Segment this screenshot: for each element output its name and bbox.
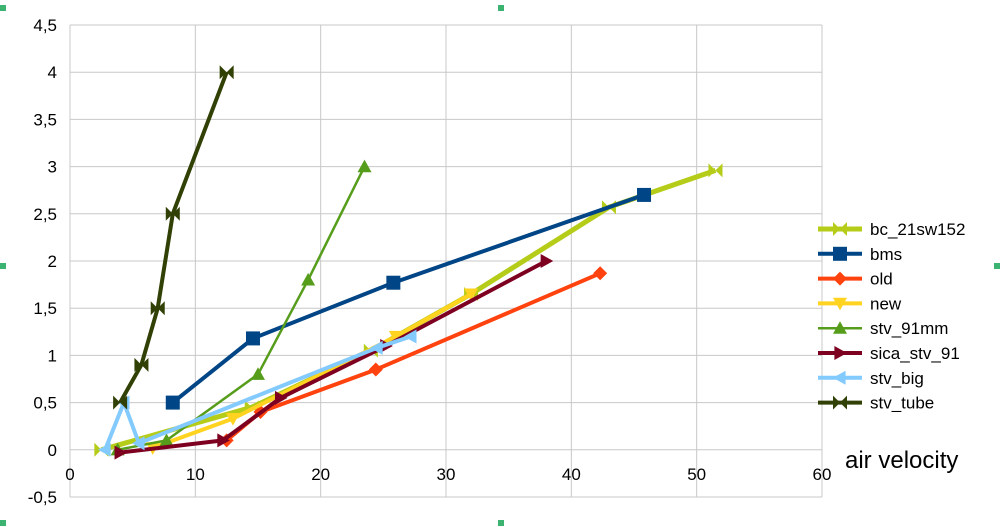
series-bc_21sw152 xyxy=(94,163,723,457)
selection-handle[interactable] xyxy=(0,5,6,11)
data-point xyxy=(225,413,240,426)
x-tick-label: 30 xyxy=(437,465,456,484)
x-tick-label: 10 xyxy=(186,465,205,484)
selection-handle[interactable] xyxy=(0,520,6,526)
legend-item: new xyxy=(818,294,902,313)
data-point xyxy=(165,206,180,221)
y-tick-label: 2,5 xyxy=(33,205,57,224)
legend-item: stv_tube xyxy=(818,394,934,413)
y-tick-label: -0,5 xyxy=(28,488,57,507)
x-tick-label: 40 xyxy=(562,465,581,484)
data-point xyxy=(540,254,554,268)
legend-marker xyxy=(833,321,847,334)
data-point xyxy=(388,330,403,344)
legend-label: old xyxy=(870,270,893,289)
data-point xyxy=(403,329,417,344)
data-point xyxy=(357,159,372,173)
data-point xyxy=(98,442,111,457)
legend-marker xyxy=(833,222,847,236)
legend-item: old xyxy=(818,270,893,289)
selection-handle[interactable] xyxy=(0,263,6,269)
legend-marker xyxy=(833,271,847,286)
series-line xyxy=(225,271,601,442)
data-point xyxy=(368,362,383,377)
legend-marker xyxy=(833,395,847,410)
data-point xyxy=(134,357,149,372)
data-point xyxy=(219,65,234,80)
data-point xyxy=(274,390,288,405)
y-tick-label: 2 xyxy=(48,252,57,271)
data-point xyxy=(708,163,723,178)
data-point xyxy=(113,395,128,410)
series-stv_tube xyxy=(113,65,234,410)
x-tick-label: 20 xyxy=(311,465,330,484)
data-point xyxy=(159,433,174,446)
legend-item: stv_big xyxy=(818,369,924,388)
x-tick-label: 50 xyxy=(687,465,706,484)
data-point xyxy=(301,272,316,286)
legend-label: sica_stv_91 xyxy=(870,344,960,363)
selection-handle[interactable] xyxy=(498,5,504,11)
legend-label: new xyxy=(870,294,902,313)
data-point xyxy=(593,266,608,281)
data-point xyxy=(165,395,180,410)
series-old xyxy=(219,266,608,448)
legend-marker xyxy=(834,346,847,360)
legend-marker xyxy=(833,370,846,385)
y-tick-label: 4 xyxy=(48,63,57,82)
data-point xyxy=(114,445,128,460)
data-point xyxy=(637,187,652,202)
series-new xyxy=(145,288,479,455)
x-tick-label: 0 xyxy=(65,465,74,484)
series-lines xyxy=(94,65,723,460)
data-point xyxy=(131,436,145,451)
data-point xyxy=(217,433,230,448)
y-tick-label: 3 xyxy=(48,158,57,177)
series-line xyxy=(118,71,229,404)
data-point xyxy=(464,288,479,302)
y-tick-label: 0 xyxy=(48,441,57,460)
y-tick-label: 4,5 xyxy=(33,16,57,35)
legend-label: bc_21sw152 xyxy=(870,220,965,239)
series-bms xyxy=(165,187,652,410)
legend-item: stv_91mm xyxy=(818,319,948,338)
x-axis-title: air velocity xyxy=(845,447,958,474)
y-tick-labels: 4,5 4 3,5 3 2,5 2 1,5 1 0,5 0 -0,5 xyxy=(28,16,57,507)
y-tick-label: 1 xyxy=(48,346,57,365)
data-point xyxy=(370,340,383,355)
legend-item: sica_stv_91 xyxy=(818,344,960,363)
data-point xyxy=(386,275,401,290)
selection-handles xyxy=(0,5,1000,526)
legend-label: stv_big xyxy=(870,369,924,388)
legend-item: bc_21sw152 xyxy=(818,220,965,239)
y-tick-label: 0,5 xyxy=(33,394,57,413)
y-tick-label: 1,5 xyxy=(33,299,57,318)
x-tick-labels: 0 10 20 30 40 50 60 xyxy=(65,465,831,484)
series-line xyxy=(100,168,717,453)
series-line xyxy=(103,334,412,451)
legend-marker xyxy=(833,297,847,311)
legend-item: bms xyxy=(818,245,902,264)
legend-label: stv_tube xyxy=(870,394,934,413)
legend-label: bms xyxy=(870,245,902,264)
data-point xyxy=(150,301,165,316)
gridlines xyxy=(69,24,823,498)
selection-handle[interactable] xyxy=(994,263,1000,269)
data-point xyxy=(245,331,260,346)
legend-marker xyxy=(833,246,847,261)
series-line xyxy=(171,193,645,405)
selection-handle[interactable] xyxy=(498,520,504,526)
x-tick-label: 60 xyxy=(813,465,832,484)
data-point xyxy=(251,367,265,380)
y-tick-label: 3,5 xyxy=(33,110,57,129)
series-stv_91mm xyxy=(110,159,372,456)
series-line xyxy=(152,292,473,450)
legend-label: stv_91mm xyxy=(870,319,948,338)
